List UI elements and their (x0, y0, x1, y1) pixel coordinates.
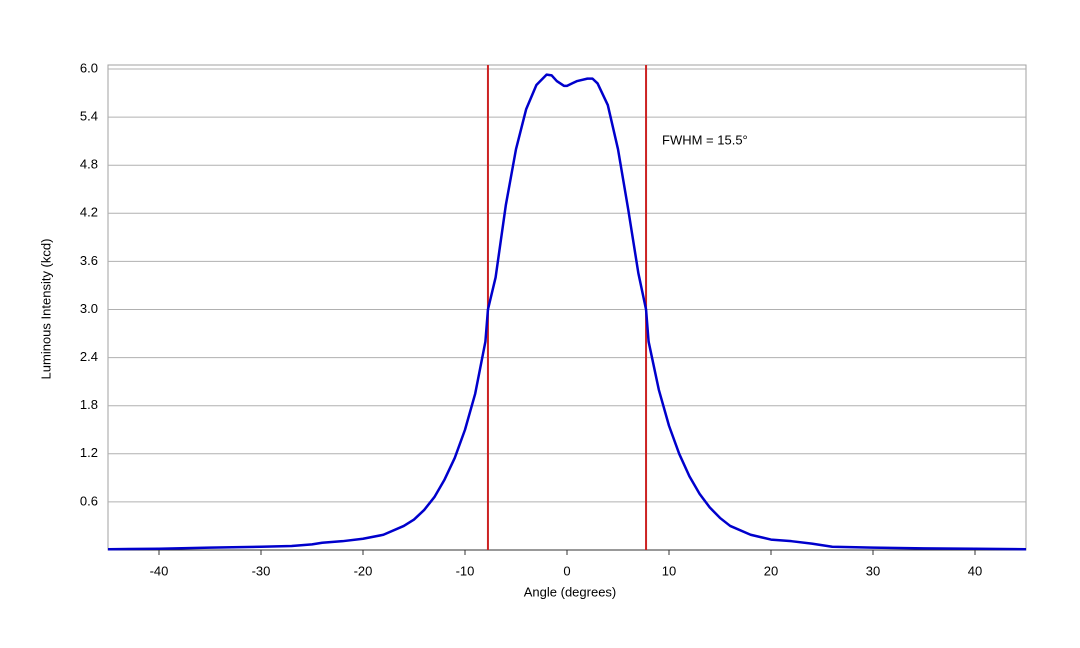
y-tick-label: 3.6 (80, 253, 98, 268)
plot-area (107, 64, 1027, 551)
y-tick-label: 4.8 (80, 157, 98, 172)
x-tick-label: 10 (662, 563, 676, 578)
x-axis-title: Angle (degrees) (524, 584, 617, 599)
x-tick-label: 20 (764, 563, 778, 578)
data-line (107, 73, 1027, 551)
y-tick-label: 1.8 (80, 397, 98, 412)
y-tick-label: 3.0 (80, 301, 98, 316)
y-tick-label: 1.2 (80, 445, 98, 460)
y-tick-label: 2.4 (80, 349, 98, 364)
x-tick-label: -30 (252, 563, 271, 578)
y-axis-title: Luminous Intensity (kcd) (38, 239, 53, 380)
y-tick-label: 5.4 (80, 109, 98, 124)
y-tick-label: 0.6 (80, 493, 98, 508)
x-tick-label: -40 (150, 563, 169, 578)
x-tick-label: -20 (354, 563, 373, 578)
annotation: FWHM = 15.5° (662, 132, 748, 147)
x-tick-label: 40 (968, 563, 982, 578)
y-tick-label: 6.0 (80, 60, 98, 75)
x-tick-label: -10 (456, 563, 475, 578)
x-tick-label: 30 (866, 563, 880, 578)
y-tick-label: 4.2 (80, 205, 98, 220)
x-tick-label: 0 (563, 563, 570, 578)
